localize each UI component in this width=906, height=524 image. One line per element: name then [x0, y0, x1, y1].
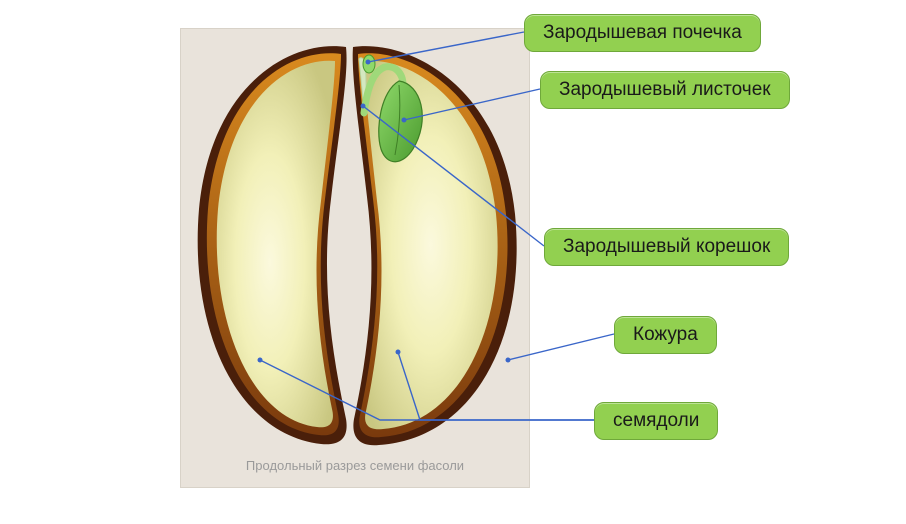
seed-illustration	[181, 29, 531, 489]
label-cotyledon: семядоли	[594, 402, 718, 440]
label-seedcoat: Кожура	[614, 316, 717, 354]
diagram-caption: Продольный разрез семени фасоли	[246, 458, 464, 473]
label-radicle: Зародышевый корешок	[544, 228, 789, 266]
diagram-panel: Продольный разрез семени фасоли	[180, 28, 530, 488]
embryo-plumule	[363, 55, 375, 73]
label-leaflet: Зародышевый листочек	[540, 71, 790, 109]
label-plumule: Зародышевая почечка	[524, 14, 761, 52]
